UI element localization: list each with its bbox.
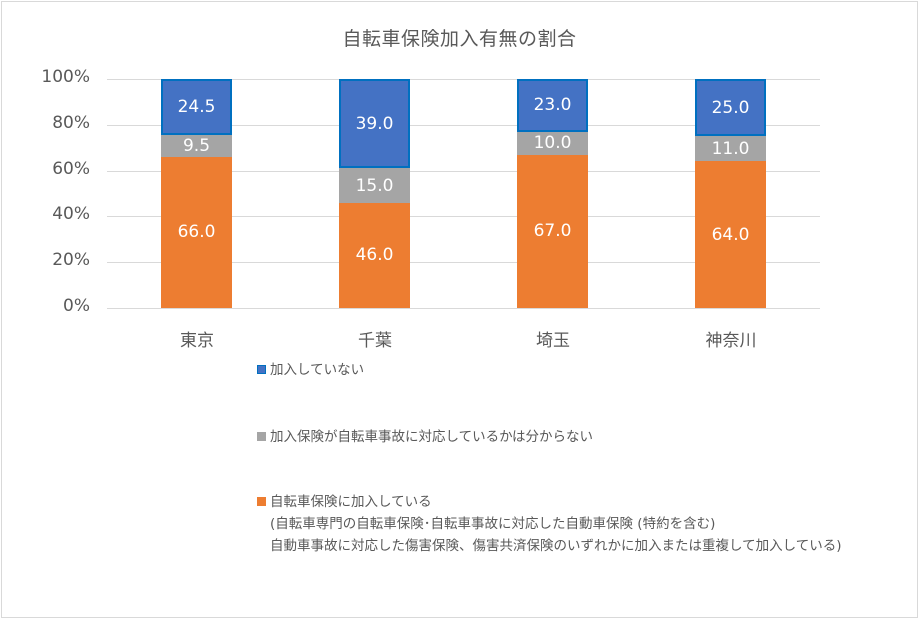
segment-unknown: 11.0 (695, 136, 766, 162)
y-tick-40: 40% (52, 204, 90, 224)
legend-item-not-enrolled[interactable]: 加入していない (257, 359, 364, 381)
legend-label: 自転車保険に加入している (270, 494, 432, 510)
segment-unknown: 15.0 (339, 168, 410, 203)
legend-item-enrolled[interactable]: 自転車保険に加入している (自転車専門の自転車保険･自転車事故に対応した自動車保… (257, 491, 841, 557)
bar-chiba[interactable]: 46.0 15.0 39.0 (339, 79, 410, 308)
legend-swatch-gray-icon (257, 432, 266, 441)
legend-note-line-1: (自転車専門の自転車保険･自転車事故に対応した自動車保険 (特約を含む) (270, 516, 716, 532)
x-tick-tokyo: 東京 (180, 331, 214, 351)
segment-unknown: 9.5 (161, 135, 232, 157)
legend-item-unknown[interactable]: 加入保険が自転車事故に対応しているかは分からない (257, 426, 593, 448)
gridline (107, 125, 820, 126)
y-tick-80: 80% (52, 113, 90, 133)
gridline (107, 262, 820, 263)
bar-tokyo[interactable]: 66.0 9.5 24.5 (161, 79, 232, 308)
legend-note-line-2: 自動車事故に対応した傷害保険、傷害共済保険のいずれかに加入または重複して加入して… (270, 538, 842, 554)
segment-enrolled: 46.0 (339, 202, 410, 308)
segment-not-enrolled: 24.5 (161, 79, 232, 136)
segment-not-enrolled: 23.0 (517, 79, 588, 132)
segment-enrolled: 67.0 (517, 154, 588, 308)
legend-swatch-blue-icon (257, 365, 266, 374)
x-tick-chiba: 千葉 (358, 331, 392, 351)
segment-not-enrolled: 39.0 (339, 79, 410, 169)
legend-label: 加入保険が自転車事故に対応しているかは分からない (270, 429, 594, 445)
segment-enrolled: 64.0 (695, 161, 766, 308)
chart-title: 自転車保険加入有無の割合 (342, 28, 577, 50)
y-tick-20: 20% (52, 250, 90, 270)
y-tick-100: 100% (41, 67, 90, 87)
gridline (107, 79, 820, 80)
bar-kanagawa[interactable]: 64.0 11.0 25.0 (695, 79, 766, 308)
bar-saitama[interactable]: 67.0 10.0 23.0 (517, 79, 588, 308)
segment-not-enrolled: 25.0 (695, 79, 766, 137)
y-tick-0: 0% (63, 296, 90, 316)
segment-unknown: 10.0 (517, 131, 588, 155)
legend-swatch-orange-icon (257, 497, 266, 506)
gridline (107, 171, 820, 172)
gridline (107, 216, 820, 217)
y-tick-60: 60% (52, 159, 90, 179)
legend-label: 加入していない (270, 362, 365, 378)
x-tick-saitama: 埼玉 (536, 331, 570, 351)
segment-enrolled: 66.0 (161, 156, 232, 308)
gridline (107, 308, 820, 309)
plot-area: 66.0 9.5 24.5 46.0 15.0 39.0 67.0 10.0 2… (107, 79, 820, 309)
x-tick-kanagawa: 神奈川 (705, 331, 757, 351)
